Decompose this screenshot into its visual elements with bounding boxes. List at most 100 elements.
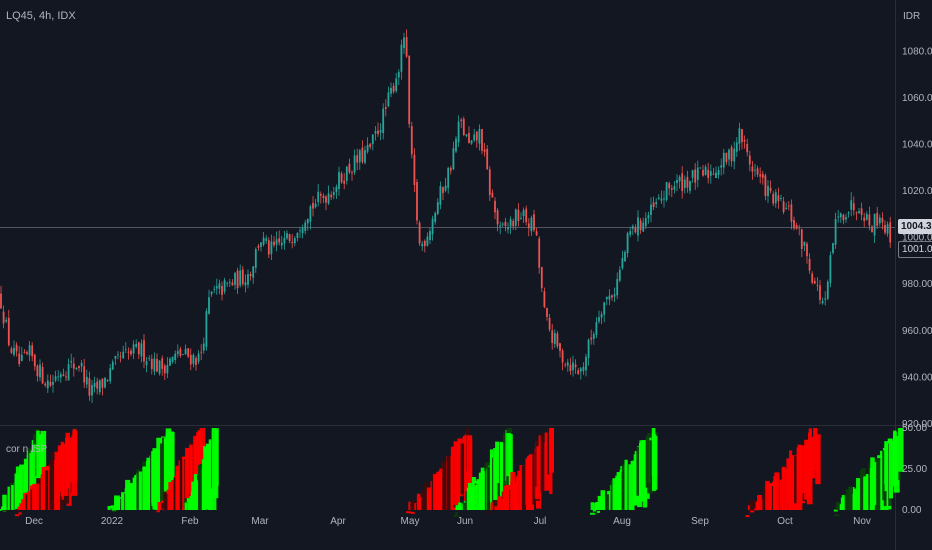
heatmap-cell: [199, 428, 206, 487]
heatmap-cell: [460, 443, 466, 495]
candle-body: [572, 362, 574, 371]
candle-body: [208, 297, 210, 314]
candle-body: [31, 345, 34, 357]
candle-body: [462, 118, 465, 135]
candle-body: [566, 362, 569, 366]
heatmap-cell: [628, 464, 633, 510]
candle-body: [304, 222, 307, 231]
candle-body: [579, 368, 582, 372]
candle-body: [361, 147, 364, 163]
heatmap-cell: [789, 450, 793, 510]
heatmap-cell: [151, 451, 158, 503]
candle-body: [150, 358, 153, 369]
heatmap-cell: [198, 464, 204, 510]
price-axis-tick: 1060.00: [902, 93, 932, 104]
time-axis-tick: Feb: [181, 516, 199, 527]
candle-body: [793, 220, 795, 229]
heatmap-cell: [142, 466, 148, 510]
candle-body: [332, 192, 335, 195]
candle-body: [431, 218, 434, 235]
heatmap-cell: [462, 502, 468, 510]
candle-body: [392, 85, 395, 92]
heatmap-cell: [498, 498, 505, 510]
candle-body: [886, 224, 889, 234]
heatmap-cell: [450, 446, 456, 508]
heatmap-cell: [596, 510, 601, 513]
heatmap-cell: [2, 494, 8, 510]
heatmap-cell: [161, 502, 165, 510]
heatmap-cell: [410, 500, 415, 510]
candle-body: [676, 179, 678, 184]
candle-body: [647, 215, 650, 219]
candle-body: [520, 218, 522, 220]
candle-body: [608, 295, 611, 300]
heatmap-cell: [128, 482, 134, 510]
candle-body: [184, 348, 187, 355]
candle-body: [187, 348, 190, 357]
heatmap-cell: [494, 506, 500, 510]
candle-body: [403, 37, 405, 49]
candle-body: [595, 322, 598, 335]
candle-body: [712, 173, 715, 175]
candle-body: [709, 171, 712, 176]
candle-body: [26, 352, 28, 354]
candle-body: [457, 121, 460, 143]
heatmap-cell: [436, 471, 443, 510]
heatmap-cell: [888, 440, 893, 499]
candle-body: [124, 349, 127, 351]
candle-body: [41, 367, 44, 384]
candle-body: [195, 358, 197, 365]
heatmap-cell: [453, 441, 459, 505]
price-axis-tick: 980.00: [902, 279, 932, 290]
candle-body: [44, 383, 47, 386]
candle-body: [223, 280, 226, 292]
candle-body: [878, 217, 881, 224]
candle-body: [36, 365, 39, 377]
candle-body: [884, 224, 886, 233]
candle-body: [127, 351, 130, 353]
heatmap-cell: [156, 510, 160, 513]
candle-body: [270, 241, 273, 254]
candle-body: [777, 195, 780, 202]
candle-body: [286, 233, 288, 239]
heatmap-cell: [590, 512, 596, 515]
candle-body: [790, 204, 793, 222]
heatmap-cell: [810, 436, 816, 479]
candle-body: [592, 334, 595, 339]
candle-body: [548, 317, 551, 330]
candle-body: [327, 193, 330, 204]
heatmap-cell: [163, 491, 169, 510]
candle-body: [733, 148, 736, 162]
candle-body: [80, 362, 83, 367]
candle-body: [137, 342, 140, 355]
candle-body: [725, 153, 728, 163]
candle-body: [785, 207, 788, 210]
candle-body: [488, 169, 491, 195]
candle-body: [343, 180, 346, 184]
heatmap-cell: [156, 437, 162, 482]
candle-body: [673, 186, 676, 190]
heatmap-cell: [170, 431, 174, 487]
candle-body: [228, 281, 231, 283]
candle-body: [585, 356, 587, 371]
candle-body: [535, 231, 538, 236]
heatmap-cell: [750, 510, 755, 513]
candle-body: [205, 311, 208, 347]
candle-body: [613, 294, 616, 297]
price-axis-tick: 1080.00: [902, 46, 932, 57]
heatmap-cell: [747, 505, 752, 510]
candle-body: [387, 92, 390, 107]
candle-body: [174, 353, 177, 361]
heatmap-cell: [757, 495, 763, 510]
candle-body: [787, 205, 790, 207]
heatmap-cell: [72, 428, 77, 472]
candle-body: [148, 357, 151, 359]
candle-body: [114, 356, 117, 359]
indicator-axis-tick: 50.00: [902, 423, 927, 434]
time-axis-tick: Oct: [777, 516, 793, 527]
candle-body: [296, 233, 299, 238]
heatmap-cell: [755, 501, 760, 510]
heatmap-cell: [111, 508, 116, 511]
candle-body: [860, 208, 863, 215]
